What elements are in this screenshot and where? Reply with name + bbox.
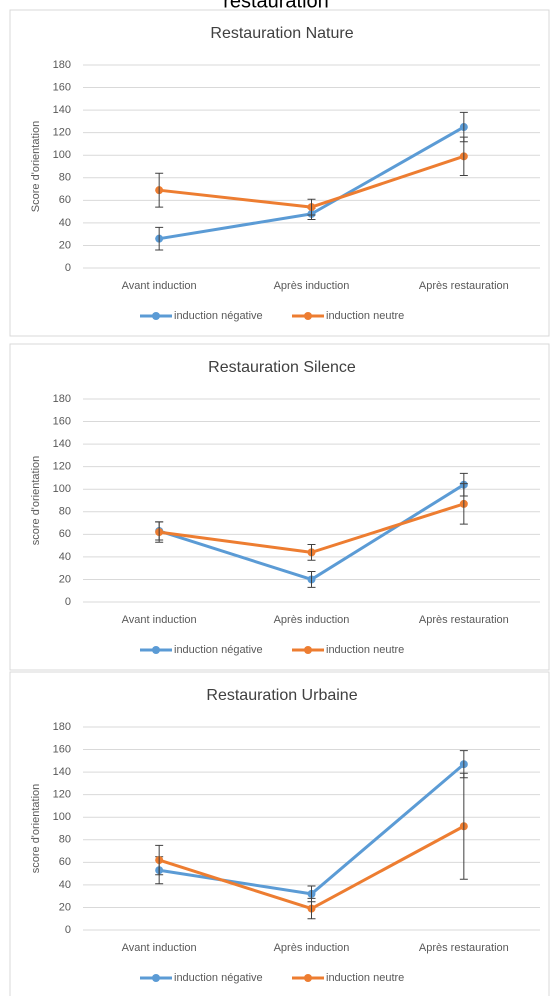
x-tick-label: Avant induction — [122, 614, 197, 626]
panel — [9, 671, 550, 996]
y-tick-label: 140 — [53, 766, 71, 778]
y-tick-label: 160 — [53, 415, 71, 427]
y-tick-label: 100 — [53, 811, 71, 823]
y-tick-label: 100 — [53, 483, 71, 495]
y-tick-label: 60 — [59, 528, 71, 540]
y-tick-label: 120 — [53, 461, 71, 473]
error-bar — [155, 844, 164, 876]
y-tick-label: 100 — [53, 149, 71, 161]
y-tick-label: 140 — [53, 438, 71, 450]
error-bar — [459, 483, 468, 525]
legend-label: induction négative — [174, 972, 263, 984]
x-tick-label: Après induction — [274, 614, 350, 626]
x-tick-label: Avant induction — [122, 942, 197, 954]
error-bar — [307, 543, 316, 561]
legend-marker — [152, 646, 160, 654]
y-tick-label: 20 — [59, 901, 71, 913]
y-tick-label: 120 — [53, 789, 71, 801]
legend-marker — [304, 974, 312, 982]
y-tick-label: 160 — [53, 81, 71, 93]
legend-label: induction neutre — [326, 310, 404, 322]
error-bar — [307, 571, 316, 588]
legend-label: induction négative — [174, 310, 263, 322]
y-tick-label: 0 — [65, 924, 71, 936]
y-tick-label: 180 — [53, 721, 71, 733]
x-tick-label: Après induction — [274, 280, 350, 292]
error-bar — [155, 226, 164, 251]
y-axis-label: score d'orientation — [30, 456, 42, 546]
y-axis-label: Score d'orientation — [30, 121, 42, 212]
y-tick-label: 0 — [65, 596, 71, 608]
y-tick-label: 60 — [59, 194, 71, 206]
chart-title: Restauration Nature — [210, 25, 353, 42]
legend-marker — [152, 312, 160, 320]
y-tick-label: 180 — [53, 59, 71, 71]
x-tick-label: Après restauration — [419, 614, 509, 626]
legend-marker — [304, 312, 312, 320]
legend-label: induction négative — [174, 644, 263, 656]
x-tick-label: Avant induction — [122, 280, 197, 292]
y-tick-label: 80 — [59, 172, 71, 184]
error-bar — [307, 897, 316, 920]
x-tick-label: Après restauration — [419, 942, 509, 954]
panel — [9, 9, 550, 337]
error-bar — [155, 172, 164, 208]
chart-title: Restauration Silence — [208, 359, 356, 376]
error-bar — [459, 136, 468, 177]
y-tick-label: 60 — [59, 856, 71, 868]
y-tick-label: 160 — [53, 743, 71, 755]
y-tick-label: 20 — [59, 239, 71, 251]
x-tick-label: Après induction — [274, 942, 350, 954]
y-tick-label: 40 — [59, 551, 71, 563]
legend-marker — [304, 646, 312, 654]
y-tick-label: 0 — [65, 262, 71, 274]
error-bar — [155, 521, 164, 543]
legend-label: induction neutre — [326, 644, 404, 656]
y-tick-label: 120 — [53, 127, 71, 139]
legend-label: induction neutre — [326, 972, 404, 984]
legend-marker — [152, 974, 160, 982]
y-tick-label: 80 — [59, 834, 71, 846]
y-tick-label: 40 — [59, 217, 71, 229]
y-axis-label: score d'orientation — [30, 784, 42, 874]
panel — [9, 343, 550, 671]
y-tick-label: 180 — [53, 393, 71, 405]
x-tick-label: Après restauration — [419, 280, 509, 292]
error-bar — [307, 198, 316, 216]
y-tick-label: 40 — [59, 879, 71, 891]
y-tick-label: 80 — [59, 506, 71, 518]
error-bar — [459, 772, 468, 880]
page-heading: restauration — [223, 0, 329, 12]
y-tick-label: 140 — [53, 104, 71, 116]
y-tick-label: 20 — [59, 573, 71, 585]
chart-title: Restauration Urbaine — [206, 687, 357, 704]
